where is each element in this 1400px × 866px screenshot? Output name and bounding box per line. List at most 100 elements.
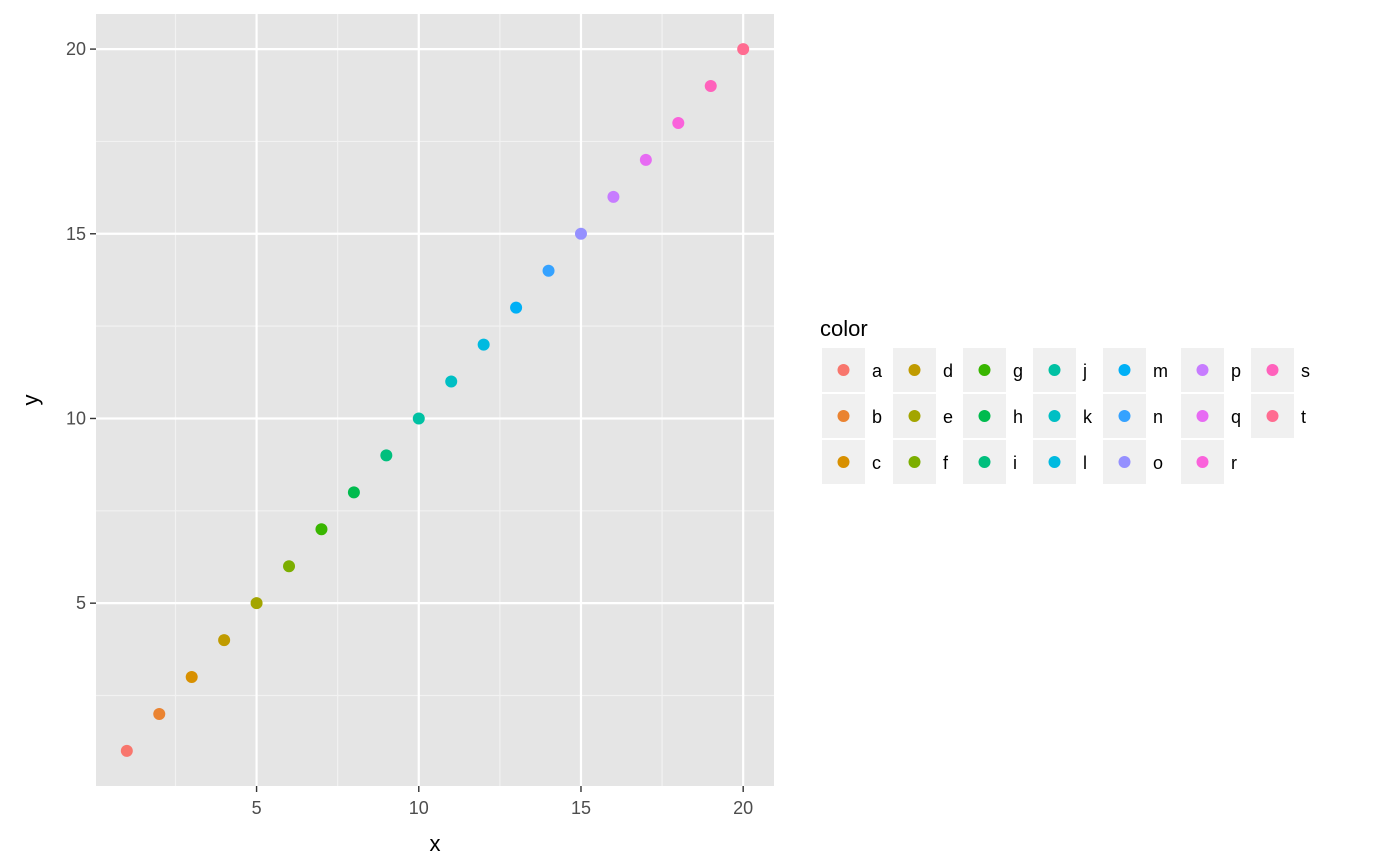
data-point-o bbox=[574, 227, 587, 240]
legend-item-p: p bbox=[1181, 348, 1241, 392]
legend-item-d: d bbox=[893, 348, 953, 392]
legend-item-s: s bbox=[1251, 348, 1310, 392]
data-point-m bbox=[510, 301, 523, 314]
legend-item-f: f bbox=[893, 440, 949, 484]
major-gridlines bbox=[96, 14, 774, 786]
legend-key-point bbox=[978, 364, 991, 376]
legend-key-point bbox=[837, 410, 850, 422]
y-tick-label: 15 bbox=[66, 224, 86, 244]
legend-label: j bbox=[1082, 361, 1087, 381]
legend-items: a b c d e f g h i j k l m n o p q r s t bbox=[822, 348, 1310, 484]
legend-key-point bbox=[978, 456, 991, 468]
x-tick-label: 20 bbox=[733, 798, 753, 818]
legend-item-q: q bbox=[1181, 394, 1241, 438]
data-point-f bbox=[283, 560, 296, 573]
legend-label: m bbox=[1153, 361, 1168, 381]
legend-key-point bbox=[1266, 364, 1279, 376]
legend-label: o bbox=[1153, 453, 1163, 473]
data-point-j bbox=[412, 412, 425, 425]
legend-label: f bbox=[943, 453, 949, 473]
data-point-i bbox=[380, 449, 393, 462]
legend-item-t: t bbox=[1251, 394, 1306, 438]
legend-item-g: g bbox=[963, 348, 1023, 392]
y-tick-label: 20 bbox=[66, 39, 86, 59]
legend-key-point bbox=[908, 364, 921, 376]
x-tick-label: 10 bbox=[409, 798, 429, 818]
legend-key-point bbox=[1196, 410, 1209, 422]
legend-item-h: h bbox=[963, 394, 1023, 438]
legend-item-a: a bbox=[822, 348, 883, 392]
legend: color a b c d e f g h i j k l m n o p q r s t bbox=[820, 316, 1310, 484]
data-points bbox=[120, 43, 750, 757]
plot-panel bbox=[96, 14, 774, 786]
legend-label: t bbox=[1301, 407, 1306, 427]
legend-item-o: o bbox=[1103, 440, 1163, 484]
legend-label: p bbox=[1231, 361, 1241, 381]
legend-label: l bbox=[1083, 453, 1087, 473]
legend-label: k bbox=[1083, 407, 1093, 427]
legend-key-point bbox=[1118, 410, 1131, 422]
legend-label: q bbox=[1231, 407, 1241, 427]
y-axis-ticks: 5 10 15 20 bbox=[66, 39, 96, 613]
legend-item-k: k bbox=[1033, 394, 1093, 438]
data-point-d bbox=[218, 634, 231, 647]
legend-item-j: j bbox=[1033, 348, 1087, 392]
legend-key-point bbox=[1118, 456, 1131, 468]
minor-gridlines bbox=[96, 14, 774, 786]
x-tick-label: 15 bbox=[571, 798, 591, 818]
x-axis-ticks: 5 10 15 20 bbox=[252, 786, 753, 818]
data-point-l bbox=[477, 338, 490, 351]
legend-item-l: l bbox=[1033, 440, 1087, 484]
data-point-r bbox=[672, 116, 685, 129]
data-point-e bbox=[250, 597, 263, 610]
legend-key-point bbox=[1048, 410, 1061, 422]
data-point-n bbox=[542, 264, 555, 277]
legend-label: i bbox=[1013, 453, 1017, 473]
data-point-s bbox=[704, 80, 717, 93]
legend-item-b: b bbox=[822, 394, 882, 438]
legend-key-point bbox=[837, 456, 850, 468]
legend-label: g bbox=[1013, 361, 1023, 381]
legend-key-point bbox=[1266, 410, 1279, 422]
legend-title: color bbox=[820, 316, 868, 341]
x-axis-title: x bbox=[430, 831, 441, 856]
legend-key-point bbox=[1048, 456, 1061, 468]
legend-label: r bbox=[1231, 453, 1237, 473]
legend-item-e: e bbox=[893, 394, 953, 438]
data-point-b bbox=[153, 707, 166, 720]
data-point-t bbox=[737, 43, 750, 56]
y-axis-title: y bbox=[18, 395, 43, 406]
legend-key-point bbox=[908, 410, 921, 422]
x-tick-label: 5 bbox=[252, 798, 262, 818]
data-point-q bbox=[639, 153, 652, 166]
y-tick-label: 10 bbox=[66, 408, 86, 428]
data-point-c bbox=[185, 671, 198, 684]
legend-key-point bbox=[1196, 364, 1209, 376]
legend-label: e bbox=[943, 407, 953, 427]
legend-key-point bbox=[908, 456, 921, 468]
legend-item-r: r bbox=[1181, 440, 1237, 484]
legend-key-point bbox=[978, 410, 991, 422]
data-point-h bbox=[347, 486, 360, 499]
legend-item-i: i bbox=[963, 440, 1017, 484]
legend-item-c: c bbox=[822, 440, 881, 484]
legend-item-n: n bbox=[1103, 394, 1163, 438]
legend-item-m: m bbox=[1103, 348, 1168, 392]
legend-label: a bbox=[872, 361, 883, 381]
legend-key-point bbox=[1048, 364, 1061, 376]
legend-key-point bbox=[1118, 364, 1131, 376]
data-point-a bbox=[120, 744, 133, 757]
data-point-g bbox=[315, 523, 328, 536]
legend-label: s bbox=[1301, 361, 1310, 381]
legend-label: d bbox=[943, 361, 953, 381]
legend-key-point bbox=[837, 364, 850, 376]
legend-label: b bbox=[872, 407, 882, 427]
legend-label: h bbox=[1013, 407, 1023, 427]
legend-key-point bbox=[1196, 456, 1209, 468]
legend-label: c bbox=[872, 453, 881, 473]
data-point-p bbox=[607, 190, 620, 203]
y-tick-label: 5 bbox=[76, 593, 86, 613]
data-point-k bbox=[445, 375, 458, 388]
legend-label: n bbox=[1153, 407, 1163, 427]
